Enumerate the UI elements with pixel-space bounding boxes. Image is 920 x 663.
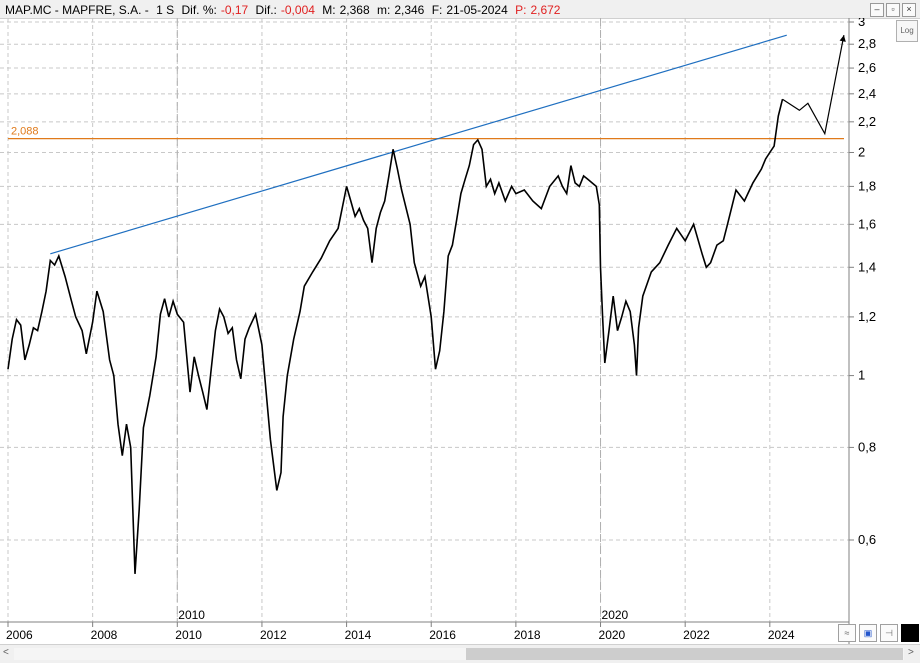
max-value: 2,368 bbox=[339, 3, 370, 17]
y-tick-label-7: 1,6 bbox=[858, 216, 876, 231]
horizontal-grid bbox=[0, 21, 849, 541]
projection-line bbox=[782, 34, 845, 136]
y-tick-label-9: 1,2 bbox=[858, 309, 876, 324]
y-tick-label-3: 2,4 bbox=[858, 86, 876, 101]
save-icon[interactable]: ▣ bbox=[859, 624, 877, 642]
min-label: m: bbox=[376, 3, 391, 17]
projection-arrowhead bbox=[839, 35, 846, 42]
y-tick-label-6: 1,8 bbox=[858, 178, 876, 193]
vertical-grid bbox=[7, 18, 771, 622]
trendline[interactable] bbox=[50, 34, 787, 255]
y-tick-label-2: 2,6 bbox=[858, 60, 876, 75]
dif-value: -0,004 bbox=[280, 3, 315, 17]
x-tick-label-5: 2016 bbox=[429, 628, 456, 642]
scroll-thumb[interactable] bbox=[466, 648, 903, 660]
price-label: P: bbox=[515, 3, 527, 17]
horizontal-scrollbar[interactable]: < > bbox=[0, 644, 920, 663]
chart-toolbar: ≈ ▣ ⊣ bbox=[838, 624, 919, 642]
dif-pct-label: Dif. %: bbox=[181, 3, 217, 17]
y-tick-label-12: 0,6 bbox=[858, 532, 876, 547]
dif-label: Dif.: bbox=[255, 3, 277, 17]
x-tick-label-8: 2022 bbox=[683, 628, 710, 642]
max-label: M: bbox=[322, 3, 336, 17]
x-tick-label-0: 2006 bbox=[6, 628, 33, 642]
price-chart[interactable]: 32,82,62,42,221,81,61,41,210,80,6 2006 20… bbox=[0, 18, 920, 644]
x-tick-label-2: 2010 bbox=[175, 628, 202, 642]
x-tick-label-7: 2020 bbox=[599, 628, 626, 642]
ticker-label: MAP.MC - MAPFRE, S.A. - bbox=[5, 3, 149, 17]
window-controls: – ▫ × bbox=[870, 3, 916, 17]
date-label: F: bbox=[431, 3, 443, 17]
x-tick-label-6: 2018 bbox=[514, 628, 541, 642]
projection-path[interactable] bbox=[782, 34, 846, 136]
scroll-right-icon[interactable]: > bbox=[908, 647, 914, 658]
quote-info: MAP.MC - MAPFRE, S.A. - 1 S Dif. %: -0,17… bbox=[5, 3, 564, 17]
log-scale-button[interactable]: Log bbox=[896, 20, 918, 42]
x-tick-label-4: 2014 bbox=[345, 628, 372, 642]
y-tick-label-5: 2 bbox=[858, 144, 865, 159]
restore-icon[interactable]: ▫ bbox=[886, 3, 900, 17]
scroll-left-icon[interactable]: < bbox=[3, 647, 9, 658]
decade-markers: 2010 2020 bbox=[176, 18, 629, 622]
decade-label-1: 2020 bbox=[602, 608, 629, 622]
decade-label-0: 2010 bbox=[178, 608, 205, 622]
y-tick-label-8: 1,4 bbox=[858, 259, 876, 274]
color-swatch-icon[interactable] bbox=[901, 624, 919, 642]
wave-icon[interactable]: ≈ bbox=[838, 624, 856, 642]
x-axis-ticks: 2006 2008 2010 2012 2014 2016 2018 2020 2022 2024 bbox=[6, 622, 795, 642]
minimize-icon[interactable]: – bbox=[870, 3, 884, 17]
chart-header-bar: MAP.MC - MAPFRE, S.A. - 1 S Dif. %: -0,17… bbox=[0, 0, 920, 19]
x-tick-label-3: 2012 bbox=[260, 628, 287, 642]
price-series-line bbox=[7, 99, 784, 574]
dif-pct-value: -0,17 bbox=[220, 3, 249, 17]
period-label: 1 S bbox=[156, 3, 175, 17]
y-tick-label-4: 2,2 bbox=[858, 114, 876, 129]
level-label: 2,088 bbox=[11, 126, 39, 138]
min-value: 2,346 bbox=[394, 3, 425, 17]
y-axis-ticks: 3 2,8 2,6 2,4 2,2 2 1,8 1,6 1,4 1,2 1 0,8 0,6 bbox=[849, 18, 876, 547]
x-tick-label-1: 2008 bbox=[91, 628, 118, 642]
y-tick-label-11: 0,8 bbox=[858, 439, 876, 454]
y-tick-label-10: 1 bbox=[858, 368, 865, 383]
x-tick-label-9: 2024 bbox=[768, 628, 795, 642]
y-tick-label-1: 2,8 bbox=[858, 36, 876, 51]
close-icon[interactable]: × bbox=[902, 3, 916, 17]
y-tick-label-0: 3 bbox=[858, 18, 865, 29]
date-value: 21-05-2024 bbox=[446, 3, 508, 17]
price-value: 2,672 bbox=[530, 3, 561, 17]
pin-icon[interactable]: ⊣ bbox=[880, 624, 898, 642]
